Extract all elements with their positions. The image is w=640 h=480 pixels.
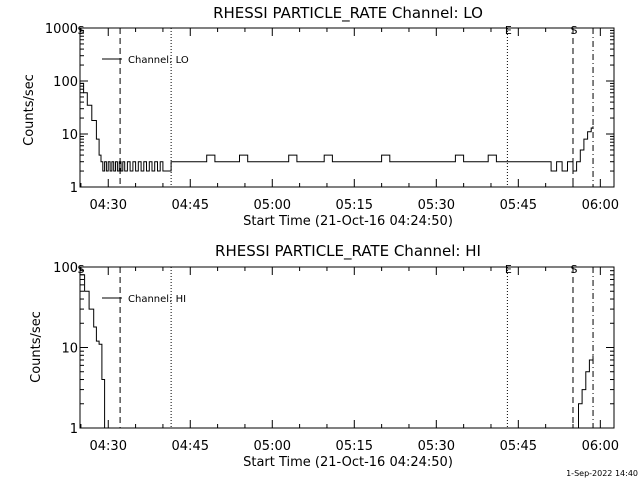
chart-title: RHESSI PARTICLE_RATE Channel: HI bbox=[215, 242, 481, 261]
x-tick-label: 05:45 bbox=[500, 439, 537, 454]
x-tick-label: 06:00 bbox=[582, 439, 619, 454]
x-tick-label: 05:30 bbox=[418, 198, 455, 213]
x-tick-label: 06:00 bbox=[582, 198, 619, 213]
y-axis-label: Counts/sec bbox=[22, 74, 37, 146]
hi-channel-panel: RHESSI PARTICLE_RATE Channel: HI Start T… bbox=[29, 242, 619, 470]
event-marker-label: S bbox=[571, 263, 578, 276]
event-marker-label: S bbox=[78, 24, 85, 37]
plot-frame bbox=[79, 266, 615, 429]
legend-label: Channel: LO bbox=[128, 55, 189, 66]
y-axis-label: Counts/sec bbox=[29, 311, 44, 383]
y-tick-label: 10 bbox=[61, 128, 78, 143]
x-tick-label: 05:00 bbox=[254, 198, 291, 213]
x-tick-label: 04:45 bbox=[172, 439, 209, 454]
x-tick-label: 05:45 bbox=[500, 198, 537, 213]
plot-frame bbox=[79, 27, 615, 188]
lo-channel-panel: RHESSI PARTICLE_RATE Channel: LO Start T… bbox=[22, 4, 619, 229]
x-tick-label: 04:30 bbox=[90, 198, 127, 213]
x-axis-label: Start Time (21-Oct-16 04:24:50) bbox=[243, 214, 453, 229]
x-tick-label: 05:00 bbox=[254, 439, 291, 454]
x-tick-label: 05:30 bbox=[418, 439, 455, 454]
data-series-line bbox=[80, 82, 594, 172]
chart-title: RHESSI PARTICLE_RATE Channel: LO bbox=[213, 4, 483, 23]
x-tick-label: 05:15 bbox=[336, 198, 373, 213]
x-axis-label: Start Time (21-Oct-16 04:24:50) bbox=[243, 455, 453, 470]
legend-label: Channel: HI bbox=[128, 294, 186, 305]
x-tick-label: 04:45 bbox=[172, 198, 209, 213]
event-marker-label: S bbox=[571, 24, 578, 37]
event-marker-label: E bbox=[505, 24, 512, 37]
y-tick-label: 1000 bbox=[45, 22, 78, 37]
x-tick-label: 05:15 bbox=[336, 439, 373, 454]
footer-date: 1-Sep-2022 14:40 bbox=[566, 469, 638, 478]
data-series-line bbox=[80, 274, 594, 429]
y-tick-label: 100 bbox=[53, 75, 78, 90]
y-tick-label: 100 bbox=[53, 261, 78, 276]
y-tick-label: 10 bbox=[61, 342, 78, 357]
event-marker-label: S bbox=[78, 263, 85, 276]
y-tick-label: 1 bbox=[70, 181, 78, 196]
event-marker-label: E bbox=[505, 263, 512, 276]
x-tick-label: 04:30 bbox=[90, 439, 127, 454]
y-tick-label: 1 bbox=[70, 422, 78, 437]
